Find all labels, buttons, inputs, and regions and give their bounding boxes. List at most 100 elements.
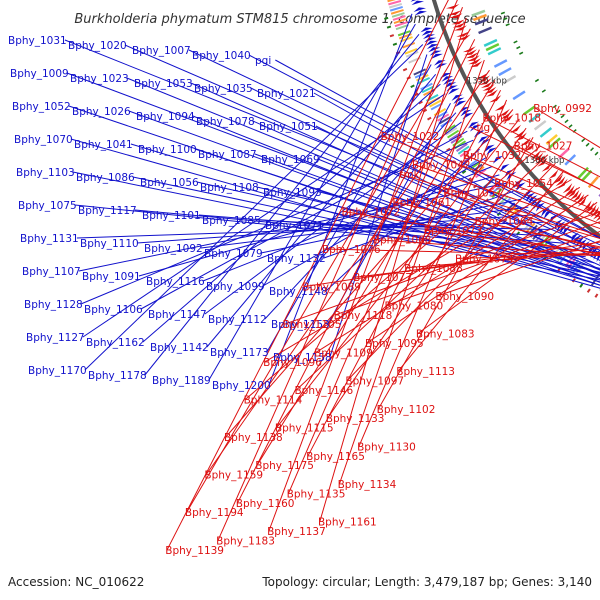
forward-callout-line	[84, 44, 424, 371]
marker-square	[571, 278, 576, 283]
forward-gene-arrow	[410, 0, 417, 2]
reverse-gene-arrow	[570, 189, 580, 200]
reverse-gene-label: Bphy_1027	[514, 141, 573, 153]
forward-gene-label: Bphy_1131	[20, 233, 79, 245]
forward-gene-arrow	[499, 163, 510, 173]
reverse-gene-arrow	[451, 19, 465, 25]
reverse-callout-line	[245, 145, 541, 400]
forward-callout-line	[144, 33, 420, 376]
forward-gene-label: Bphy_1106	[84, 304, 143, 316]
content-bar	[393, 18, 407, 25]
marker-square	[384, 16, 389, 20]
reverse-gene-arrow	[577, 196, 587, 207]
marker-square	[586, 288, 591, 293]
content-bar	[388, 0, 402, 6]
reverse-callout-line	[425, 229, 600, 254]
marker-square	[594, 293, 599, 298]
annotation-block	[487, 47, 502, 56]
forward-gene-arrow	[411, 0, 424, 6]
content-bar	[421, 85, 435, 94]
marker-square	[579, 283, 584, 288]
reverse-gene-label: tig	[476, 122, 490, 134]
forward-gene-label: Bphy_1085	[202, 215, 261, 227]
forward-gene-arrow	[413, 7, 426, 12]
reverse-gene-label: Bphy_1068	[373, 235, 432, 247]
forward-gene-label: Bphy_1148	[269, 286, 328, 298]
forward-gene-arrow	[421, 30, 434, 36]
tick-mark	[585, 142, 590, 147]
forward-gene-label: Bphy_1128	[24, 299, 83, 311]
annotation-block	[580, 169, 593, 182]
reverse-gene-label: Bphy_1064	[475, 216, 534, 228]
reverse-gene-label: Bphy_1089	[302, 282, 361, 294]
kbp-label: 1300 kbp	[524, 156, 564, 166]
forward-callout-line	[252, 120, 600, 276]
reverse-callout-line	[307, 89, 502, 457]
reverse-gene-label: Bphy_1080	[384, 300, 443, 312]
forward-callout-line	[126, 77, 600, 271]
forward-gene-label: Bphy_1087	[198, 149, 257, 161]
annotation-block	[471, 9, 486, 17]
forward-gene-arrow	[530, 197, 540, 207]
tick-mark	[564, 119, 569, 124]
reverse-gene-label: Bphy_1114	[244, 394, 303, 406]
reverse-gene-label: Bphy_1109	[314, 347, 373, 359]
forward-gene-arrow	[429, 50, 442, 56]
forward-gene-label: Bphy_1009	[10, 68, 69, 80]
reverse-callout-line	[295, 154, 549, 391]
content-bar	[413, 68, 427, 76]
content-bar	[430, 102, 443, 111]
forward-callout-line	[260, 198, 521, 254]
marker-square	[515, 231, 521, 236]
forward-gene-label: Bphy_1101	[142, 210, 201, 222]
reverse-gene-arrow	[562, 183, 573, 194]
content-bar	[525, 222, 536, 234]
reverse-callout-line	[386, 230, 600, 306]
reverse-gene-arrow	[446, 4, 460, 9]
content-bar	[387, 0, 396, 3]
marker-square	[427, 116, 432, 121]
reverse-callout-line	[225, 109, 514, 438]
forward-gene-arrow	[451, 94, 463, 101]
content-bar	[455, 143, 468, 152]
reverse-callout-line	[515, 145, 600, 190]
reverse-callout-line	[358, 99, 508, 447]
reverse-callout-line	[405, 251, 600, 269]
reverse-callout-line	[268, 7, 463, 532]
reverse-gene-label: Bphy_1061	[392, 197, 451, 209]
content-bar	[429, 99, 442, 108]
reverse-gene-label: Bphy_1032	[463, 150, 522, 162]
forward-gene-label: Bphy_1041	[74, 139, 133, 151]
forward-gene-arrow	[453, 97, 465, 104]
content-bar	[395, 24, 409, 31]
annotation-block	[564, 154, 577, 166]
forward-callout-line	[128, 110, 600, 283]
marker-square	[467, 177, 472, 182]
reverse-gene-arrow	[595, 215, 600, 222]
reverse-gene-arrow	[593, 210, 600, 220]
reverse-gene-label: Bphy_1165	[306, 451, 365, 463]
forward-gene-label: Bphy_1158	[273, 352, 332, 364]
forward-gene-label: Bphy_1092	[144, 243, 203, 255]
reverse-gene-arrow	[453, 25, 467, 31]
annotation-block	[502, 74, 517, 85]
reverse-callout-line	[264, 179, 572, 363]
forward-gene-label: pgi	[255, 55, 271, 67]
reverse-callout-line	[327, 127, 527, 419]
tick-mark	[541, 89, 546, 93]
reverse-gene-label: Bphy_1072	[341, 206, 400, 218]
annotation-block	[493, 59, 508, 68]
reverse-gene-arrow	[590, 206, 600, 218]
forward-gene-label: Bphy_1110	[80, 238, 139, 250]
reverse-gene-label: Bphy_1133	[326, 413, 385, 425]
reverse-callout-line	[346, 162, 556, 381]
content-bar	[414, 71, 428, 79]
forward-gene-label: Bphy_1103	[16, 167, 75, 179]
tick-mark	[505, 23, 510, 27]
reverse-callout-line	[237, 39, 476, 504]
reverse-gene-label: Bphy_1161	[318, 517, 377, 529]
content-bar	[438, 116, 451, 125]
annotation-block	[557, 147, 570, 159]
